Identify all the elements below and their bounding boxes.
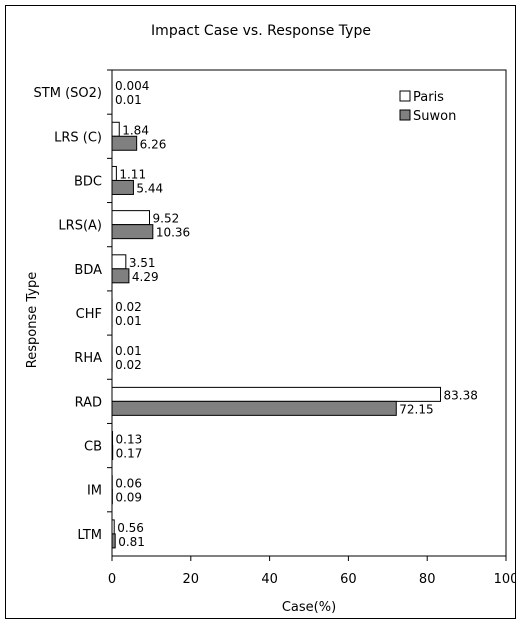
x-tick-label-3: 60 <box>340 572 357 587</box>
category-label-9: IM <box>87 484 102 499</box>
category-label-7: RAD <box>75 395 102 410</box>
x-axis-label: Case(%) <box>282 600 336 615</box>
chart-svg: Impact Case vs. Response Type 0 20 40 60 80 10… <box>25 23 515 615</box>
y-axis-label: Response Type <box>25 272 40 368</box>
category-label-5: CHF <box>76 307 102 322</box>
value-label-suwon-7: 72.15 <box>399 402 433 416</box>
bar-paris-1 <box>111 121 120 137</box>
value-label-paris-7: 83.38 <box>444 388 478 402</box>
legend-swatch-suwon <box>399 109 411 121</box>
bar-suwon-1 <box>111 135 138 151</box>
category-label-4: BDA <box>74 263 102 278</box>
category-label-10: LTM <box>77 528 102 543</box>
bar-paris-7 <box>111 386 442 402</box>
plot-area <box>111 69 507 557</box>
value-label-suwon-8: 0.17 <box>116 447 143 461</box>
value-label-suwon-6: 0.02 <box>115 358 142 372</box>
value-label-suwon-5: 0.01 <box>115 314 142 328</box>
value-label-suwon-2: 5.44 <box>136 181 163 195</box>
value-label-suwon-10: 0.81 <box>118 535 145 549</box>
category-label-3: LRS(A) <box>58 219 102 234</box>
value-label-suwon-4: 4.29 <box>132 270 159 284</box>
x-tick-label-5: 100 <box>494 572 515 587</box>
value-label-paris-9: 0.06 <box>115 477 142 491</box>
value-label-paris-5: 0.02 <box>115 300 142 314</box>
legend-label-paris: Paris <box>413 90 444 105</box>
bar-suwon-3 <box>111 224 154 240</box>
bar-paris-10 <box>111 519 115 535</box>
bar-suwon-2 <box>111 179 134 195</box>
value-label-suwon-9: 0.09 <box>115 491 142 505</box>
value-label-paris-3: 9.52 <box>153 212 180 226</box>
value-label-suwon-3: 10.36 <box>156 226 190 240</box>
value-label-paris-8: 0.13 <box>116 433 143 447</box>
bar-paris-8 <box>111 431 114 447</box>
legend-label-suwon: Suwon <box>413 109 456 124</box>
category-label-1: LRS (C) <box>54 130 102 145</box>
x-tick-label-2: 40 <box>261 572 278 587</box>
category-label-0: STM (SO2) <box>34 86 102 101</box>
value-label-paris-1: 1.84 <box>122 123 149 137</box>
value-label-paris-6: 0.01 <box>115 344 142 358</box>
x-tick-label-1: 20 <box>183 572 200 587</box>
value-label-suwon-0: 0.01 <box>115 93 142 107</box>
value-label-suwon-1: 6.26 <box>140 137 167 151</box>
bar-suwon-4 <box>111 268 130 284</box>
x-tick-label-4: 80 <box>419 572 436 587</box>
value-label-paris-0: 0.004 <box>115 79 149 93</box>
value-label-paris-10: 0.56 <box>117 521 144 535</box>
value-label-paris-2: 1.11 <box>119 167 146 181</box>
legend-swatch-paris <box>399 90 411 102</box>
category-label-2: BDC <box>74 174 102 189</box>
bar-paris-2 <box>111 165 117 181</box>
x-tick-label-0: 0 <box>108 572 116 587</box>
bar-paris-3 <box>111 210 151 226</box>
bar-paris-4 <box>111 254 127 270</box>
chart-title: Impact Case vs. Response Type <box>151 23 371 39</box>
bar-suwon-7 <box>111 400 397 416</box>
bar-suwon-10 <box>111 533 116 549</box>
category-label-6: RHA <box>74 351 102 366</box>
value-label-paris-4: 3.51 <box>129 256 156 270</box>
bar-suwon-8 <box>111 445 114 461</box>
category-label-8: CB <box>84 440 102 455</box>
chart-frame: Impact Case vs. Response Type 0 20 40 60 80 10… <box>5 5 516 619</box>
